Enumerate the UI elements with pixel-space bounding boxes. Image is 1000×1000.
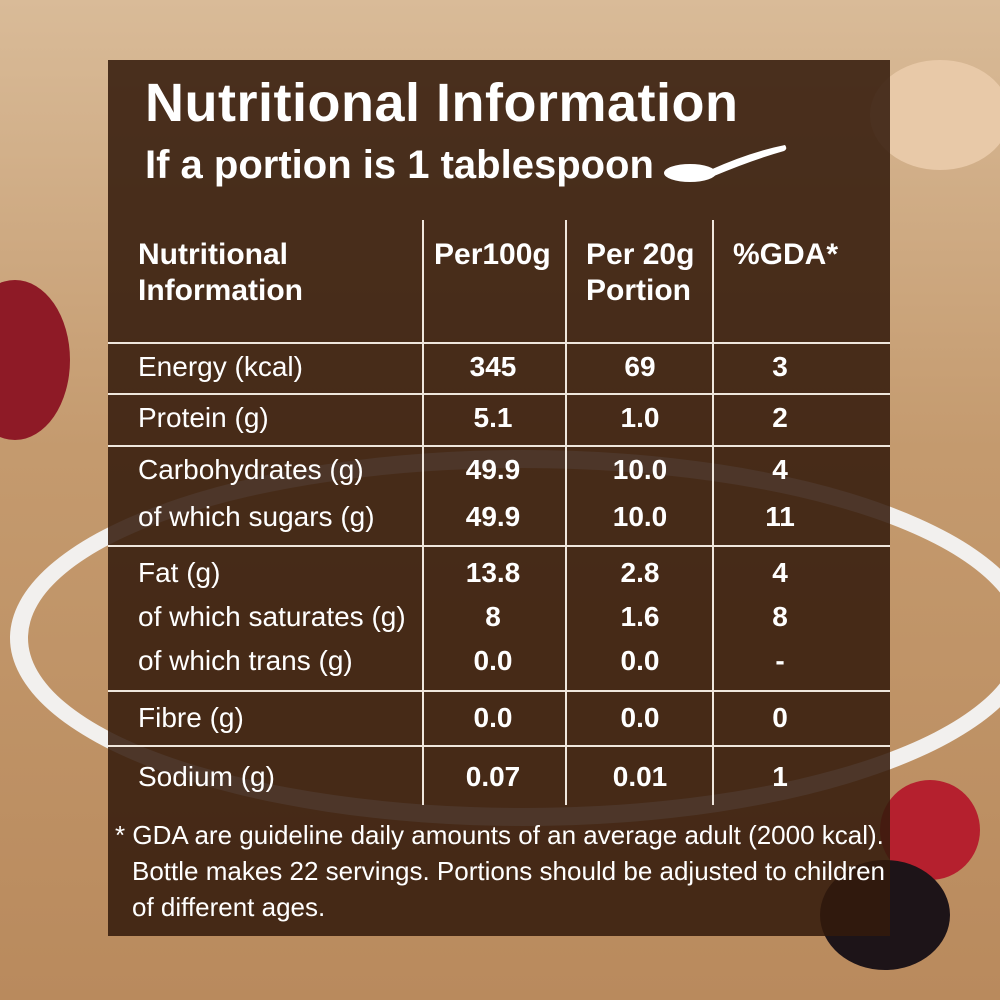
value-cell: 49.9 <box>465 501 521 532</box>
row-label: of which sugars (g) <box>138 501 375 532</box>
column-divider <box>712 220 714 805</box>
row-divider <box>108 393 890 395</box>
value-cell: 8 <box>485 601 501 632</box>
column-header: %GDA* <box>733 238 839 271</box>
column-header: Per 20g <box>586 238 695 271</box>
value-cell: 3 <box>772 351 788 382</box>
info-panel <box>108 60 890 936</box>
footnote-line: * GDA are guideline daily amounts of an … <box>115 820 884 850</box>
value-cell: 1 <box>772 761 788 792</box>
column-header: Information <box>138 274 303 307</box>
column-header: Per100g <box>434 238 551 271</box>
value-cell: 11 <box>765 501 795 532</box>
row-label: Carbohydrates (g) <box>138 454 364 485</box>
row-divider <box>108 545 890 547</box>
footnote-line: of different ages. <box>132 892 326 922</box>
subtitle: If a portion is 1 tablespoon <box>145 143 654 187</box>
value-cell: 10.0 <box>612 501 668 532</box>
value-cell: - <box>775 645 785 676</box>
row-label: Fat (g) <box>138 557 221 588</box>
value-cell: 8 <box>772 601 788 632</box>
value-cell: 0.0 <box>620 645 660 676</box>
value-cell: 0.01 <box>612 761 668 792</box>
value-cell: 4 <box>772 454 788 485</box>
value-cell: 13.8 <box>465 557 521 588</box>
row-divider <box>108 805 890 807</box>
value-cell: 0 <box>772 702 788 733</box>
value-cell: 0.0 <box>473 645 513 676</box>
value-cell: 0.07 <box>465 761 521 792</box>
value-cell: 1.0 <box>620 402 660 433</box>
row-label: Fibre (g) <box>138 702 244 733</box>
row-label: Protein (g) <box>138 402 269 433</box>
value-cell: 0.0 <box>620 702 660 733</box>
value-cell: 5.1 <box>473 402 513 433</box>
row-divider <box>108 690 890 692</box>
row-divider <box>108 342 890 344</box>
value-cell: 2 <box>772 402 788 433</box>
column-divider <box>422 220 424 805</box>
column-header: Nutritional <box>138 238 288 271</box>
value-cell: 0.0 <box>473 702 513 733</box>
value-cell: 1.6 <box>620 601 660 632</box>
row-divider <box>108 745 890 747</box>
spoon-icon <box>664 145 787 182</box>
row-label: Energy (kcal) <box>138 351 303 382</box>
value-cell: 69 <box>624 351 656 382</box>
value-cell: 49.9 <box>465 454 521 485</box>
row-label: Sodium (g) <box>138 761 275 792</box>
value-cell: 10.0 <box>612 454 668 485</box>
column-header: Portion <box>586 274 691 307</box>
berries <box>0 280 70 440</box>
egg <box>870 60 1000 170</box>
row-divider <box>108 445 890 447</box>
value-cell: 2.8 <box>620 557 660 588</box>
row-label: of which trans (g) <box>138 645 353 676</box>
value-cell: 345 <box>469 351 517 382</box>
value-cell: 4 <box>772 557 788 588</box>
row-label: of which saturates (g) <box>138 601 406 632</box>
footnote-line: Bottle makes 22 servings. Portions shoul… <box>132 856 885 886</box>
column-divider <box>565 220 567 805</box>
title: Nutritional Information <box>145 73 739 133</box>
